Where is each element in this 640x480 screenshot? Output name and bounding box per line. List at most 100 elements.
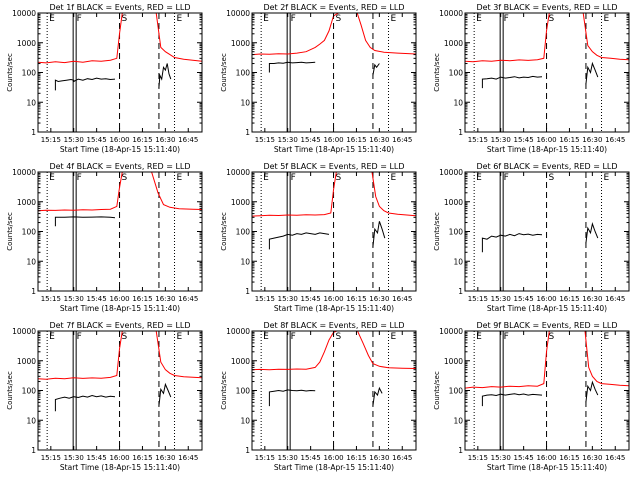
panel-series-group xyxy=(252,13,416,76)
y-tick-label: 1 xyxy=(458,446,463,455)
x-tick-label: 16:15 xyxy=(346,136,366,144)
x-tick-label: 16:00 xyxy=(323,295,343,303)
marker-label: E xyxy=(177,173,183,183)
x-tick-label: 16:15 xyxy=(559,136,579,144)
panel-series-group xyxy=(38,331,202,412)
series-events-line xyxy=(54,77,116,91)
y-axis-label: Counts/sec xyxy=(220,212,228,251)
x-tick-label: 15:15 xyxy=(41,136,61,144)
x-tick-label: 16:00 xyxy=(323,454,343,462)
series-events-line xyxy=(481,75,543,89)
panel-title: Det 4f BLACK = Events, RED = LLD xyxy=(49,162,190,171)
series-events-line xyxy=(158,63,172,89)
marker-label: F xyxy=(77,332,82,342)
y-tick-label: 10000 xyxy=(439,9,463,18)
x-tick-label: 15:30 xyxy=(491,454,511,462)
x-tick-label: 16:15 xyxy=(132,454,152,462)
marker-label: E xyxy=(391,14,397,24)
series-events-line xyxy=(481,233,543,253)
series-events-line xyxy=(372,386,383,407)
y-tick-label: 100 xyxy=(449,228,464,237)
series-events-line xyxy=(54,394,116,412)
x-tick-label: 16:30 xyxy=(155,136,175,144)
marker-label: F xyxy=(504,14,509,24)
y-tick-label: 1 xyxy=(458,287,463,296)
x-axis-label: Start Time (18-Apr-15 15:11:40) xyxy=(60,463,180,472)
marker-label: F xyxy=(504,173,509,183)
series-events-line xyxy=(372,221,386,248)
y-tick-label: 100 xyxy=(449,387,464,396)
y-tick-label: 1 xyxy=(31,128,36,137)
x-axis-label: Start Time (18-Apr-15 15:11:40) xyxy=(60,304,180,313)
marker-label: F xyxy=(77,14,82,24)
panel-det-3f: Det 3f BLACK = Events, RED = LLD E F S E 1 10 1… xyxy=(433,3,630,154)
x-tick-label: 15:15 xyxy=(41,454,61,462)
x-tick-label: 16:45 xyxy=(392,136,412,144)
x-tick-label: 16:45 xyxy=(605,454,625,462)
panel-det-8f: Det 8f BLACK = Events, RED = LLD E F S E 1 10 1… xyxy=(220,321,417,472)
x-axis-label: Start Time (18-Apr-15 15:11:40) xyxy=(487,463,607,472)
marker-label: E xyxy=(49,14,55,24)
x-tick-label: 15:45 xyxy=(301,136,321,144)
series-events-line xyxy=(268,232,330,250)
y-tick-label: 1 xyxy=(245,446,250,455)
x-tick-label: 15:15 xyxy=(468,454,488,462)
panel-det-6f: Det 6f BLACK = Events, RED = LLD E F S E 1 10 1… xyxy=(433,162,630,313)
series-events-line xyxy=(481,393,543,407)
marker-label: E xyxy=(476,173,482,183)
x-tick-label: 16:30 xyxy=(582,136,602,144)
series-lld-line xyxy=(465,331,550,389)
y-tick-label: 1000 xyxy=(231,39,250,48)
y-tick-label: 10000 xyxy=(12,9,36,18)
x-tick-label: 16:00 xyxy=(109,454,129,462)
x-axis-label: Start Time (18-Apr-15 15:11:40) xyxy=(274,145,394,154)
marker-label: F xyxy=(291,173,296,183)
y-tick-label: 1 xyxy=(245,128,250,137)
x-tick-label: 16:45 xyxy=(605,295,625,303)
x-tick-label: 16:00 xyxy=(536,295,556,303)
y-tick-label: 100 xyxy=(236,69,251,78)
marker-label: S xyxy=(336,173,342,183)
x-tick-label: 16:15 xyxy=(346,295,366,303)
x-tick-label: 15:45 xyxy=(87,454,107,462)
x-axis-label: Start Time (18-Apr-15 15:11:40) xyxy=(274,463,394,472)
marker-label: E xyxy=(604,332,610,342)
series-lld-line xyxy=(155,331,202,379)
series-events-line xyxy=(158,382,172,407)
x-tick-label: 16:00 xyxy=(109,295,129,303)
series-lld-line xyxy=(582,13,629,61)
y-axis-label: Counts/sec xyxy=(6,371,14,410)
y-tick-label: 1000 xyxy=(17,198,36,207)
marker-label: S xyxy=(122,173,128,183)
series-events-line xyxy=(585,222,599,244)
x-axis-label: Start Time (18-Apr-15 15:11:40) xyxy=(487,145,607,154)
y-axis-label: Counts/sec xyxy=(433,53,441,92)
y-axis-label: Counts/sec xyxy=(433,212,441,251)
marker-label: E xyxy=(263,173,269,183)
series-lld-line xyxy=(371,172,416,217)
y-axis-label: Counts/sec xyxy=(6,212,14,251)
x-tick-label: 15:15 xyxy=(255,295,275,303)
marker-label: S xyxy=(336,14,342,24)
series-lld-line xyxy=(155,13,202,62)
y-tick-label: 1 xyxy=(31,446,36,455)
panel-det-7f: Det 7f BLACK = Events, RED = LLD E F S E 1 10 1… xyxy=(6,321,203,472)
x-tick-label: 15:30 xyxy=(64,454,84,462)
x-tick-label: 16:30 xyxy=(369,454,389,462)
series-events-line xyxy=(585,61,599,85)
series-lld-line xyxy=(252,13,340,56)
y-tick-label: 10 xyxy=(453,257,463,266)
marker-label: E xyxy=(177,14,183,24)
panel-det-1f: Det 1f BLACK = Events, RED = LLD E F S E 1 10 1… xyxy=(6,3,203,154)
marker-label: E xyxy=(476,332,482,342)
y-tick-label: 10000 xyxy=(12,168,36,177)
x-tick-label: 16:45 xyxy=(178,295,198,303)
series-events-line xyxy=(585,380,599,403)
series-events-line xyxy=(372,63,380,76)
panel-title: Det 8f BLACK = Events, RED = LLD xyxy=(263,321,404,330)
panel-series-group xyxy=(481,222,599,253)
y-tick-label: 100 xyxy=(236,387,251,396)
marker-label: E xyxy=(263,332,269,342)
x-tick-label: 16:15 xyxy=(346,454,366,462)
